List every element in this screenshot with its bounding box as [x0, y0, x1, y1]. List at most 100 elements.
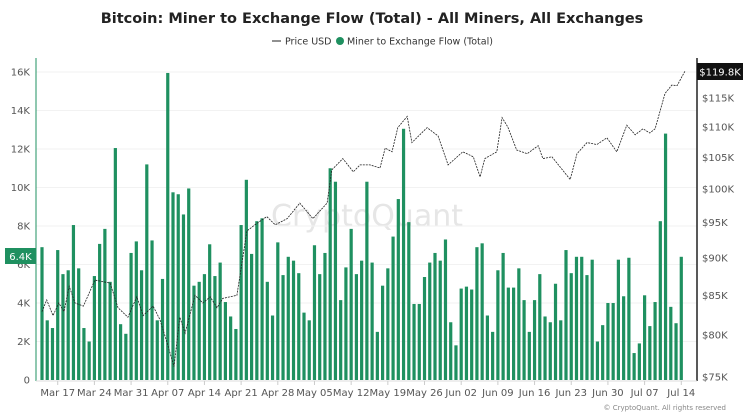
flow-bar: [360, 260, 364, 380]
left-tick-label: 10K: [11, 183, 31, 194]
flow-bar: [595, 341, 600, 380]
flow-bar: [658, 221, 662, 380]
flow-bar: [632, 353, 636, 380]
flow-bar: [45, 320, 49, 380]
flow-bar: [318, 274, 322, 380]
left-tick-label: 4K: [17, 299, 30, 310]
flow-bar: [663, 133, 668, 380]
flow-bar: [108, 281, 112, 380]
last-price-badge: $119.8K: [697, 63, 743, 80]
flow-bar: [176, 194, 180, 380]
flow-bar: [627, 257, 631, 380]
flow-bar: [606, 303, 610, 380]
flow-bar: [396, 199, 400, 380]
flow-bar: [375, 331, 379, 380]
flow-bar: [459, 288, 463, 380]
x-tick-label: Jun 09: [481, 388, 514, 399]
legend: Price USD Miner to Exchange Flow (Total): [272, 37, 493, 48]
flow-bar: [501, 252, 505, 380]
flow-bar: [197, 281, 201, 380]
flow-bar: [527, 331, 531, 380]
right-tick-label: $75K: [702, 373, 728, 384]
x-tick-label: Jun 23: [554, 388, 587, 399]
flow-bar: [312, 245, 317, 380]
flow-bar: [491, 331, 495, 380]
flow-bar: [255, 221, 259, 380]
flow-bar: [370, 262, 374, 380]
flow-bar: [674, 323, 678, 380]
left-tick-label: 16K: [11, 68, 31, 79]
svg-text:$119.8K: $119.8K: [699, 68, 741, 79]
svg-text:6.4K: 6.4K: [9, 252, 32, 263]
flow-bar: [349, 228, 353, 380]
flow-bar: [454, 345, 458, 380]
flow-bar: [517, 268, 521, 380]
left-tick-label: 0: [24, 376, 30, 387]
flow-bar: [113, 148, 117, 380]
flow-bar: [470, 289, 474, 380]
left-tick-label: 12K: [11, 145, 31, 156]
right-tick-label: $80K: [702, 330, 728, 341]
flow-bar: [339, 300, 343, 380]
x-tick-label: Jun 30: [591, 388, 624, 399]
flow-bar: [475, 247, 479, 380]
legend-flow-label: Miner to Exchange Flow (Total): [347, 37, 493, 48]
x-tick-label: Jul 07: [630, 388, 659, 399]
flow-bar: [407, 222, 411, 380]
x-tick-label: May 19: [370, 388, 407, 399]
flow-bar: [150, 240, 154, 380]
flow-bar: [548, 322, 552, 380]
flow-bar: [223, 302, 227, 380]
right-tick-label: $100K: [702, 185, 734, 196]
right-tick-label: $95K: [702, 218, 728, 229]
flow-bar: [145, 164, 149, 380]
flow-bar: [506, 287, 510, 380]
flow-bar: [129, 252, 133, 380]
flow-bar: [328, 168, 332, 380]
flow-bar: [669, 306, 673, 380]
right-tick-label: $85K: [702, 291, 728, 302]
flow-bar: [585, 275, 589, 380]
flow-bar: [244, 179, 248, 380]
flow-bar: [66, 270, 70, 380]
flow-bar: [119, 324, 123, 380]
flow-bar: [291, 260, 296, 380]
chart-title: Bitcoin: Miner to Exchange Flow (Total) …: [101, 11, 644, 27]
flow-bar: [553, 283, 558, 380]
flow-bar: [574, 256, 579, 380]
flow-bar: [260, 218, 264, 380]
flow-bar: [580, 256, 584, 380]
x-tick-label: Jun 16: [518, 388, 551, 399]
flow-bar: [208, 244, 212, 380]
flow-bar: [181, 214, 186, 380]
flow-bar: [333, 181, 338, 380]
flow-bar: [124, 333, 128, 380]
flow-bar: [512, 287, 516, 380]
flow-bar: [40, 247, 44, 380]
flow-bar: [464, 286, 469, 380]
flow-bar: [229, 316, 233, 380]
x-tick-label: Jun 02: [444, 388, 477, 399]
flow-bar: [637, 343, 641, 380]
flow-bar: [386, 268, 390, 380]
x-tick-label: Jul 14: [666, 388, 695, 399]
flow-bar: [56, 250, 60, 380]
flow-bar: [82, 328, 86, 380]
flow-bar: [428, 262, 432, 380]
flow-bar: [412, 303, 416, 380]
flow-bar: [480, 243, 484, 380]
flow-bar: [443, 239, 448, 380]
x-tick-label: Mar 17: [40, 388, 75, 399]
x-tick-label: Apr 14: [188, 388, 221, 399]
x-tick-label: May 05: [296, 388, 333, 399]
flow-bar: [307, 320, 311, 380]
flow-bar: [438, 260, 442, 380]
flow-bar: [213, 276, 217, 380]
flow-bar: [155, 320, 159, 380]
flow-bar: [276, 242, 280, 380]
legend-price-label: Price USD: [285, 37, 332, 48]
flow-bar: [365, 181, 369, 380]
x-tick-label: May 26: [406, 388, 443, 399]
flow-bar: [616, 259, 620, 380]
